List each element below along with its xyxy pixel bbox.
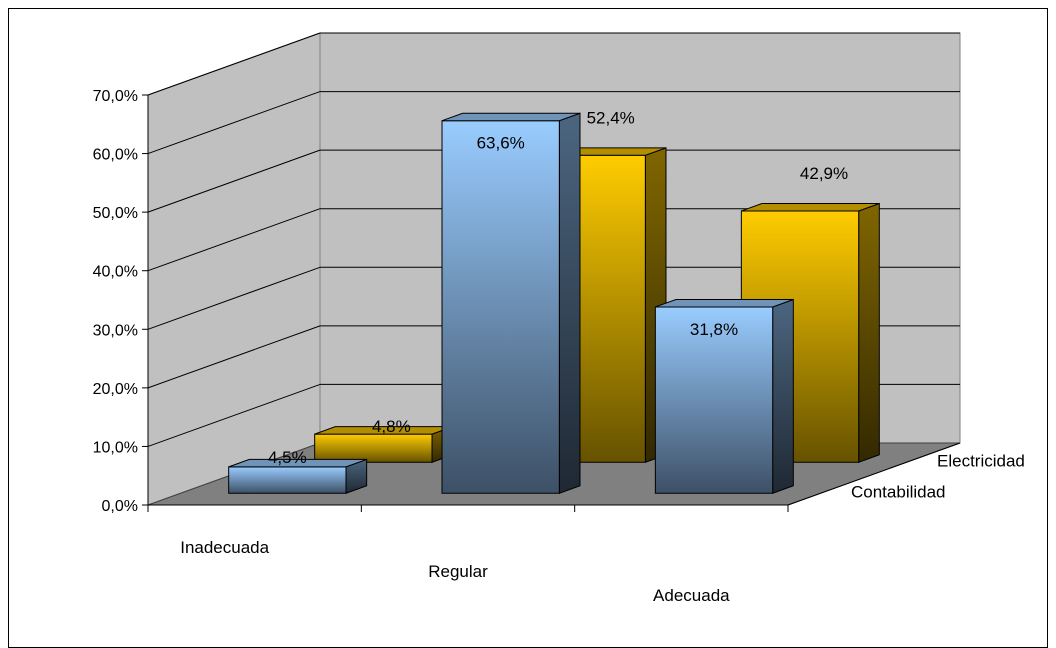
y-tick-label: 50,0%: [93, 205, 138, 222]
gridline-side: [147, 149, 321, 213]
gridline-side: [147, 383, 321, 447]
data-label: 31,8%: [690, 320, 738, 339]
y-tick-label: 10,0%: [93, 439, 138, 456]
bars: [228, 112, 880, 494]
bar-front: [228, 466, 347, 494]
bar-contabilidad-regular: [441, 112, 581, 494]
bar-front: [314, 433, 433, 463]
axes: [142, 94, 961, 512]
category-label: Inadecuada: [180, 538, 269, 557]
y-tick-label: 0,0%: [102, 498, 138, 515]
data-label: 63,6%: [477, 134, 525, 153]
data-label: 42,9%: [800, 164, 848, 183]
category-label: Regular: [428, 562, 488, 581]
bar-top: [228, 458, 367, 468]
data-label: 52,4%: [587, 108, 635, 127]
y-tick-label: 40,0%: [93, 264, 138, 281]
series-label: Contabilidad: [851, 483, 946, 502]
series-label: Electricidad: [937, 452, 1025, 471]
bar-contabilidad-adecuada: [654, 298, 794, 494]
bar-top: [655, 299, 794, 308]
data-label: 4,8%: [372, 417, 411, 436]
bar-top: [441, 112, 581, 122]
side-wall: [147, 32, 321, 506]
labels: 0,0% 10,0% 20,0% 30,0% 40,0% 50,0% 60,0% 70,0% I…: [93, 88, 1025, 605]
depth-axis: [787, 442, 961, 506]
gridline-side: [147, 91, 321, 155]
bar-side: [558, 112, 581, 494]
y-tick-label: 70,0%: [93, 88, 138, 105]
bar-contabilidad-inadecuada: [228, 458, 368, 494]
category-label: Adecuada: [653, 586, 730, 605]
bar-side: [858, 202, 880, 463]
gridline-side: [147, 208, 321, 272]
data-label: 4,5%: [268, 448, 307, 467]
gridline-side: [147, 266, 321, 330]
bar-side: [772, 298, 794, 494]
gridline-side: [147, 325, 321, 389]
bar-top: [741, 203, 880, 212]
gridline-side: [147, 32, 321, 96]
y-tick-label: 60,0%: [93, 147, 138, 164]
y-tick-label: 20,0%: [93, 381, 138, 398]
y-tick-label: 30,0%: [93, 322, 138, 339]
bar-front: [441, 120, 560, 494]
